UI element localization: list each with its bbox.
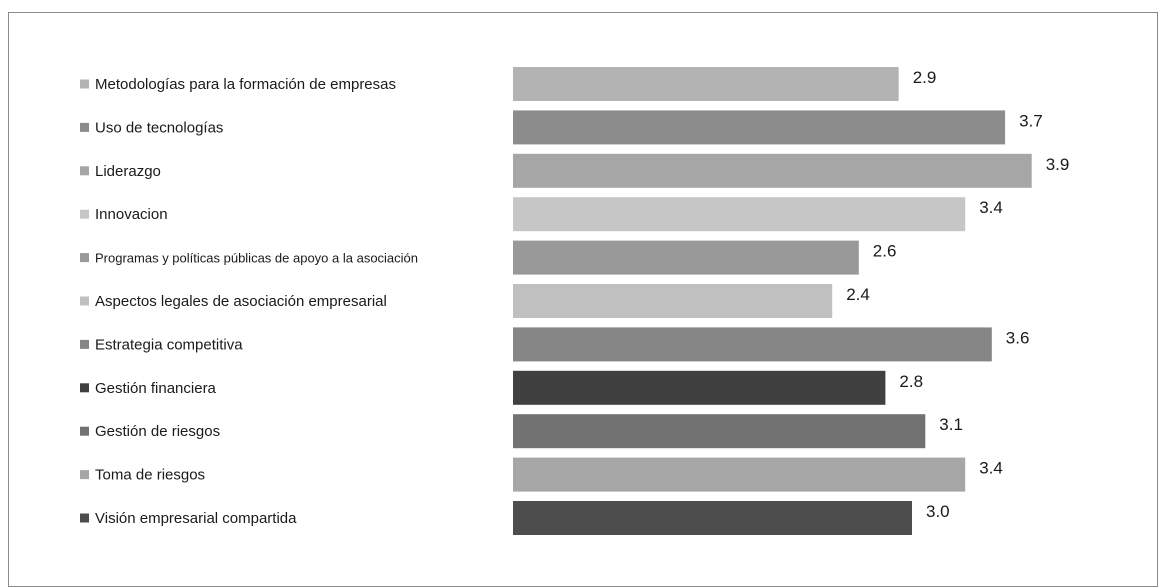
legend-marker <box>80 339 89 349</box>
bar <box>513 67 899 101</box>
bar <box>513 414 926 449</box>
legend-marker <box>80 383 89 393</box>
category-label: Visión empresarial compartida <box>95 510 297 527</box>
category-label: Liderazgo <box>95 163 161 180</box>
bar <box>513 327 992 362</box>
value-label: 2.9 <box>913 68 937 87</box>
category-label: Estrategia competitiva <box>95 336 243 353</box>
bar <box>513 284 833 318</box>
value-label: 3.9 <box>1046 155 1070 174</box>
legend-marker <box>80 470 89 480</box>
legend-marker <box>80 122 89 132</box>
category-label: Uso de tecnologías <box>95 119 223 136</box>
category-label: Toma de riesgos <box>95 467 205 484</box>
legend-marker <box>80 166 89 176</box>
bar <box>513 153 1032 188</box>
bar <box>513 110 1006 145</box>
value-label: 2.6 <box>873 242 897 261</box>
legend-marker <box>80 209 89 219</box>
category-label: Aspectos legales de asociación empresari… <box>95 293 387 310</box>
bar <box>513 501 912 535</box>
value-label: 2.8 <box>899 372 923 391</box>
value-label: 3.4 <box>979 459 1003 478</box>
legend-marker <box>80 426 89 436</box>
legend-marker <box>80 253 89 263</box>
legend-marker <box>80 79 89 89</box>
value-label: 3.0 <box>926 502 950 521</box>
category-label: Gestión de riesgos <box>95 423 220 440</box>
value-label: 3.7 <box>1019 111 1043 130</box>
bar <box>513 240 859 275</box>
category-label: Gestión financiera <box>95 380 217 397</box>
bar <box>513 457 966 492</box>
category-label: Metodologías para la formación de empres… <box>95 76 396 93</box>
legend-marker <box>80 296 89 306</box>
value-label: 3.6 <box>1006 328 1030 347</box>
category-label: Innovacion <box>95 206 168 223</box>
category-label: Programas y políticas públicas de apoyo … <box>95 251 418 266</box>
bar <box>513 197 966 232</box>
value-label: 3.4 <box>979 198 1003 217</box>
legend-marker <box>80 513 89 523</box>
value-label: 2.4 <box>846 285 870 304</box>
value-label: 3.1 <box>939 415 963 434</box>
bar <box>513 370 886 405</box>
